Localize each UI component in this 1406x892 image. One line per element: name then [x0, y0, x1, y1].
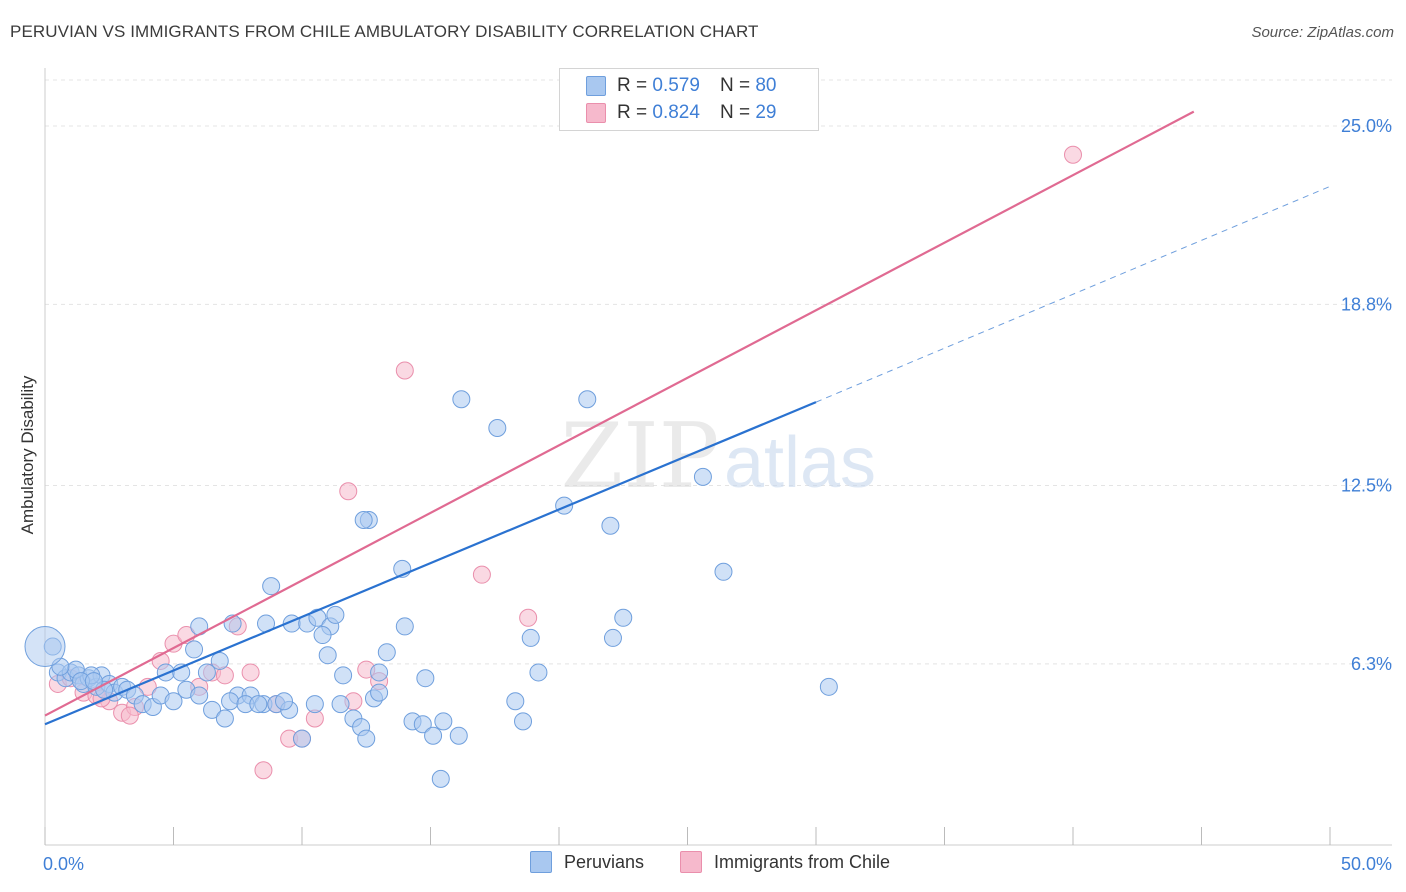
chile-trend-line — [44, 110, 1195, 717]
chile-point — [1064, 145, 1082, 164]
peruvian-point — [578, 390, 597, 409]
peruvian-point — [313, 626, 332, 645]
peruvian-point — [521, 628, 540, 647]
peruvians-trend-line — [44, 401, 817, 726]
legend-row-peruvians: R = 0.579 N = 80 — [586, 73, 776, 99]
peruvian-point — [819, 677, 838, 696]
peruvian-point — [488, 418, 507, 437]
peruvian-point — [370, 683, 389, 702]
peruvian-point — [614, 608, 633, 627]
bottom-legend-label: Immigrants from Chile — [714, 851, 891, 872]
peruvian-point — [514, 712, 533, 731]
chile-point — [339, 482, 358, 501]
chile-point — [254, 761, 273, 780]
peruvian-point — [197, 663, 216, 682]
legend-n-value: 29 — [755, 102, 777, 123]
watermark-atlas: atlas — [724, 423, 876, 503]
x-tick-marks — [44, 827, 1331, 845]
peruvian-point — [506, 692, 525, 711]
peruvian-point — [275, 692, 294, 711]
peruvian-point — [413, 715, 432, 734]
bottom-legend-chile: Immigrants from Chile — [680, 851, 890, 873]
legend-r-label: R = — [617, 102, 648, 123]
legend-n-label: N = — [719, 102, 751, 123]
legend: R = 0.579 N = 80 R = 0.824 N = 29 — [559, 68, 819, 131]
peruvian-point — [370, 663, 389, 682]
peruvian-point — [249, 695, 268, 714]
legend-swatch-pink — [586, 103, 606, 123]
y-tick-label: 25.0% — [1341, 116, 1392, 136]
x-tick-label-max: 50.0% — [1341, 854, 1392, 874]
peruvian-point — [326, 605, 345, 624]
chile-point — [472, 565, 491, 584]
peruvian-point — [262, 577, 281, 596]
bottom-legend-swatch-pink — [680, 851, 702, 873]
peruvian-point — [215, 709, 234, 728]
peruvian-point — [354, 511, 373, 530]
chart-title: PERUVIAN VS IMMIGRANTS FROM CHILE AMBULA… — [10, 22, 759, 41]
peruvian-point — [164, 692, 183, 711]
series-peruvians-points — [24, 390, 838, 788]
bottom-legend-swatch-blue — [530, 851, 552, 873]
peruvian-point — [377, 643, 396, 662]
peruvian-point — [395, 617, 414, 636]
peruvian-point-large — [24, 626, 66, 668]
legend-r-value: 0.824 — [652, 102, 700, 123]
legend-n-value: 80 — [755, 75, 777, 96]
peruvian-point — [293, 729, 311, 748]
y-tick-labels: 6.3% 12.5% 18.8% 25.0% — [1341, 116, 1392, 674]
peruvian-point — [434, 712, 453, 731]
peruvian-point — [601, 516, 620, 535]
legend-row-chile: R = 0.824 N = 29 — [586, 100, 776, 126]
peruvian-point — [331, 695, 350, 714]
peruvian-point — [424, 726, 443, 745]
peruvian-point — [210, 651, 229, 670]
source-label: Source: ZipAtlas.com — [1251, 24, 1394, 41]
bottom-legend-label: Peruvians — [564, 851, 645, 872]
peruvian-point — [714, 562, 733, 581]
legend-r-value: 0.579 — [652, 75, 700, 96]
peruvian-point — [318, 646, 337, 665]
x-tick-label-min: 0.0% — [43, 854, 84, 874]
chile-point — [241, 663, 260, 682]
legend-r-label: R = — [617, 75, 648, 96]
peruvian-point — [357, 729, 376, 748]
peruvian-point — [221, 692, 240, 711]
chile-point — [395, 361, 414, 380]
peruvians-trend-extension — [815, 185, 1331, 403]
peruvian-point — [334, 666, 353, 685]
y-axis-label: Ambulatory Disability — [18, 375, 37, 534]
y-tick-label: 12.5% — [1341, 476, 1392, 496]
peruvian-point — [416, 669, 435, 688]
peruvian-point — [305, 695, 324, 714]
legend-swatch-blue — [586, 76, 606, 96]
peruvian-point — [693, 467, 712, 486]
peruvian-point — [603, 628, 622, 647]
peruvian-point — [452, 390, 471, 409]
y-tick-label: 18.8% — [1341, 294, 1392, 314]
chile-point — [120, 706, 139, 725]
peruvian-point — [185, 640, 204, 659]
peruvian-point — [190, 686, 209, 705]
peruvian-point — [203, 700, 222, 719]
bottom-legend-peruvians: Peruvians — [530, 851, 644, 873]
trend-lines — [44, 110, 1331, 726]
chile-point — [519, 608, 538, 627]
peruvian-point — [529, 663, 548, 682]
y-tick-label: 6.3% — [1351, 654, 1392, 674]
peruvian-point — [449, 726, 468, 745]
peruvian-point — [431, 769, 450, 788]
watermark-zip: ZIP — [561, 404, 720, 509]
legend-n-label: N = — [719, 75, 751, 96]
